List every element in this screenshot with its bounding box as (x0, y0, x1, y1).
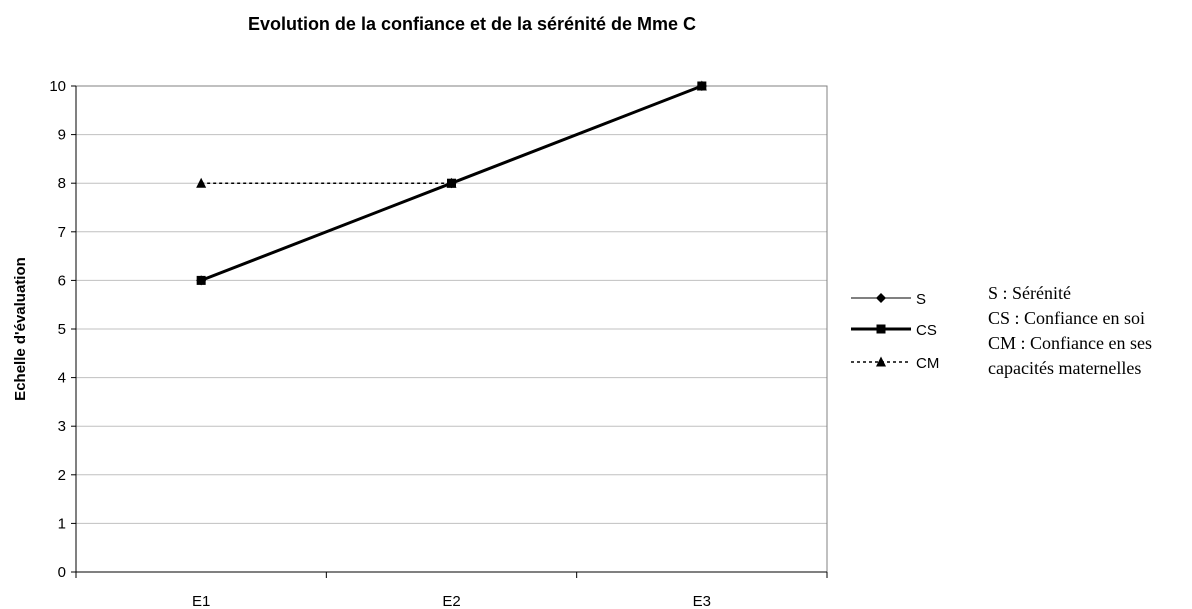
data-point-s (196, 275, 207, 286)
y-tick-label: 1 (58, 515, 66, 532)
gridlines (76, 85, 827, 524)
y-tick-label: 7 (58, 224, 66, 241)
legend-notes: S : Sérénité CS : Confiance en soi CM : … (988, 283, 1152, 378)
x-tick-label: E2 (442, 593, 460, 609)
legend-marker-s (876, 293, 886, 303)
legend-item-cm: CM (851, 355, 939, 372)
legend-note-cs: CS : Confiance en soi (988, 308, 1145, 328)
y-axis-label: Echelle d'évaluation (12, 257, 29, 401)
chart-title: Evolution de la confiance et de la sérén… (248, 14, 696, 34)
y-tick-label: 6 (58, 272, 66, 289)
legend-note-cm-cont: capacités maternelles (988, 358, 1141, 378)
series-lines (196, 80, 707, 286)
legend-item-s: S (851, 291, 926, 308)
data-point-cm (196, 177, 207, 188)
y-tick-label: 2 (58, 467, 66, 484)
legend: S CS CM (851, 291, 939, 372)
y-tick-label: 8 (58, 175, 66, 192)
legend-marker-cs (876, 324, 886, 334)
legend-item-cs: CS (851, 322, 937, 339)
x-tick-label: E1 (192, 593, 210, 609)
x-tick-label: E3 (693, 593, 711, 609)
y-tick-label: 5 (58, 321, 66, 338)
legend-label-cs: CS (916, 322, 937, 339)
legend-note-s: S : Sérénité (988, 283, 1071, 303)
legend-note-cm: CM : Confiance en ses (988, 333, 1152, 353)
y-tick-label: 10 (49, 78, 66, 95)
legend-label-cm: CM (916, 355, 939, 372)
legend-label-s: S (916, 291, 926, 308)
y-axis: 0 1 2 3 4 5 6 7 8 9 10 (49, 78, 77, 581)
y-tick-label: 9 (58, 127, 66, 144)
data-point-s (696, 81, 707, 91)
y-tick-label: 3 (58, 418, 66, 435)
x-axis: E1 E2 E3 (75, 571, 828, 609)
data-point-s (446, 178, 457, 189)
y-tick-label: 4 (58, 370, 66, 387)
series-s (196, 81, 707, 286)
legend-marker-cm (876, 356, 886, 367)
y-tick-label: 0 (58, 564, 66, 581)
